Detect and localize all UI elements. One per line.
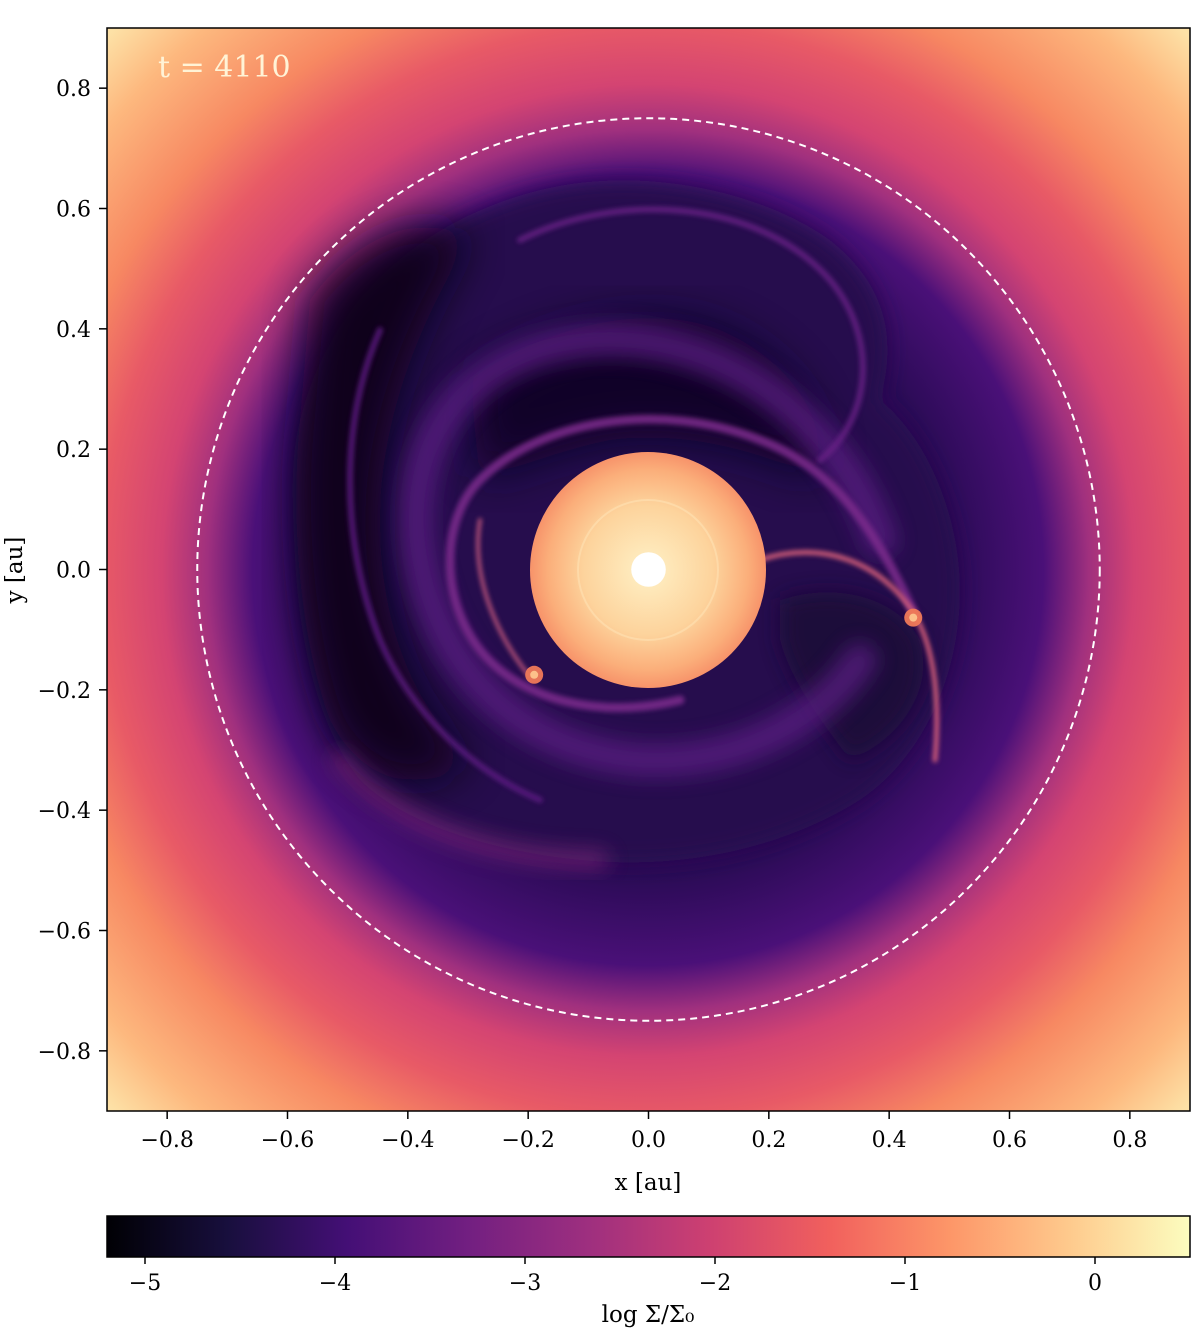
colorbar-tick-label: −1 (889, 1271, 921, 1296)
x-tick-label: 0.6 (992, 1128, 1027, 1153)
y-tick-label: 0.4 (56, 318, 91, 343)
spiral-arm-thin-north (517, 206, 866, 463)
x-tick-label: −0.6 (261, 1128, 314, 1153)
disk-edge-arc-southwest (331, 751, 609, 869)
y-tick-label: −0.4 (38, 799, 91, 824)
colorbar-tick-label: −3 (509, 1271, 541, 1296)
density-heatmap (107, 28, 1190, 1111)
x-tick-label: −0.4 (381, 1128, 434, 1153)
spiral-arm-inner (445, 414, 920, 713)
colorbar-tick-label: −2 (699, 1271, 731, 1296)
y-tick-label: 0.2 (56, 438, 91, 463)
x-tick-label: 0.4 (872, 1128, 907, 1153)
spiral-streamers (331, 206, 940, 869)
time-annotation: t = 4110 (158, 50, 291, 85)
y-tick-label: −0.2 (38, 679, 91, 704)
cavity-black-lobe-west (296, 226, 470, 781)
bright-spot-core-0 (909, 613, 918, 622)
x-axis-label: x [au] (615, 1170, 682, 1196)
spiral-arm-thin-west (347, 327, 543, 803)
colorbar-tick-label: 0 (1088, 1271, 1102, 1296)
x-tick-label: −0.2 (501, 1128, 554, 1153)
x-tick-label: 0.0 (631, 1128, 666, 1153)
y-tick-label: 0.0 (56, 559, 91, 584)
x-tick-label: 0.2 (751, 1128, 786, 1153)
colorbar-label: log Σ/Σ₀ (602, 1302, 695, 1328)
reference-circle (196, 117, 1101, 1022)
y-tick-label: 0.8 (56, 77, 91, 102)
colorbar-tick-label: −5 (129, 1271, 161, 1296)
spiral-arm-outer (399, 322, 897, 778)
x-tick-label: 0.8 (1112, 1128, 1147, 1153)
x-tick-label: −0.8 (140, 1128, 193, 1153)
tidal-stream-west (476, 518, 532, 679)
colorbar (106, 1215, 1191, 1258)
y-tick-label: 0.6 (56, 198, 91, 223)
central-star (631, 552, 666, 587)
colorbar-tick-label: −4 (319, 1271, 351, 1296)
y-tick-label: −0.6 (38, 920, 91, 945)
y-axis-label: y [au] (2, 537, 28, 605)
y-tick-label: −0.8 (38, 1040, 91, 1065)
inner-disk-ring (577, 499, 719, 641)
bright-spot-core-1 (530, 670, 539, 679)
